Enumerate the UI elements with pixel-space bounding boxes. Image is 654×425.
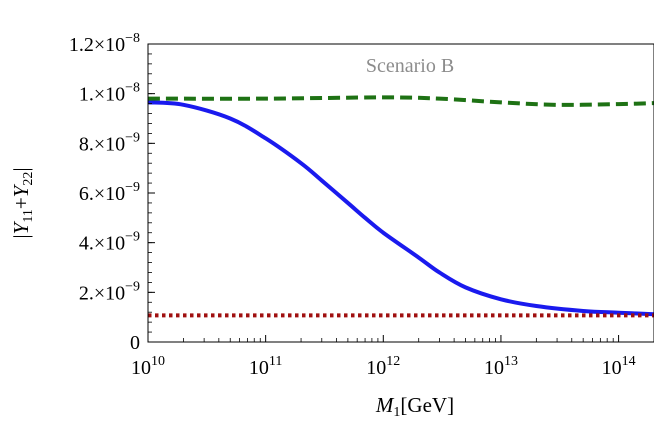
y-axis-label: |Y11+Y22| [9, 167, 36, 238]
x-axis-label-subscript: 1 [393, 405, 400, 420]
x-axis-label-symbol: M [375, 393, 395, 417]
x-tick-label-4: 1014 [602, 354, 636, 379]
plot-frame [147, 43, 654, 343]
series-line-solid [147, 100, 654, 317]
x-axis-label-unit: [GeV] [400, 393, 454, 417]
x-tick-label-0: 1010 [131, 354, 165, 379]
y-tick-label-5: 1.×10−8 [79, 81, 140, 106]
series-layer [147, 95, 654, 318]
x-tick-label-2: 1012 [366, 354, 400, 379]
y-tick-label-6: 1.2×10−8 [69, 31, 140, 56]
ticks-layer: 1010 1011 1012 1013 1014 0 2.×10−9 4.×10−9 6.×10… [69, 31, 636, 379]
y-tick-label-1: 2.×10−9 [79, 279, 140, 304]
y-tick-label-3: 6.×10−9 [79, 180, 140, 205]
series-line-dashed [147, 95, 654, 107]
y-tick-label-4: 8.×10−9 [79, 130, 140, 155]
x-axis-label: M1[GeV] [375, 393, 454, 420]
annotation-scenario: Scenario B [366, 55, 454, 77]
x-tick-label-1: 1011 [249, 354, 282, 379]
y-tick-label-2: 4.×10−9 [79, 230, 140, 255]
x-tick-label-3: 1013 [484, 354, 518, 379]
y-tick-label-0: 0 [130, 332, 140, 354]
